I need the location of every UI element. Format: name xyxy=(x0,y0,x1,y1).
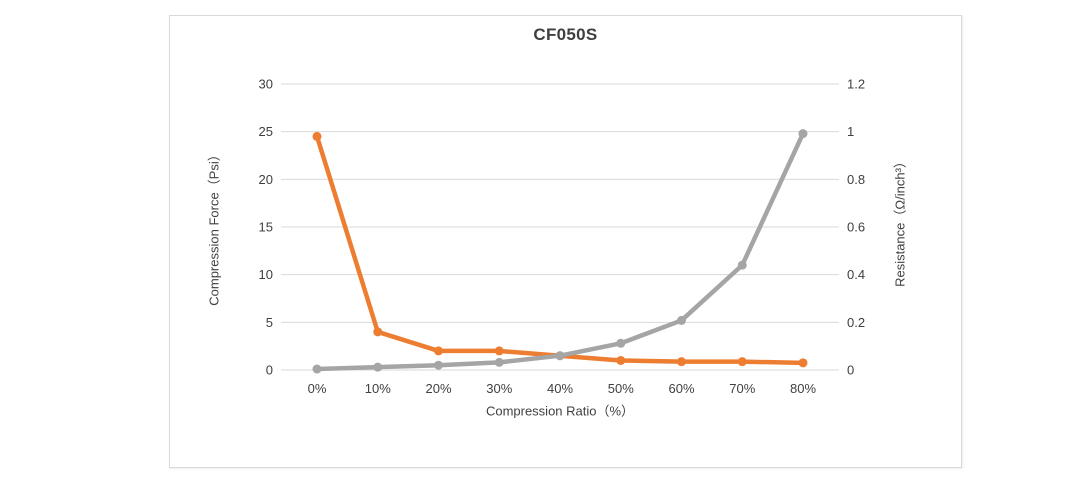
x-tick-label: 40% xyxy=(547,381,573,396)
x-tick-label: 0% xyxy=(308,381,327,396)
series-line xyxy=(314,134,806,366)
x-tick-label: 30% xyxy=(486,381,512,396)
data-point xyxy=(737,357,747,367)
y-left-tick-label: 25 xyxy=(259,124,273,139)
data-point xyxy=(494,346,504,356)
y-left-tick-label: 20 xyxy=(259,172,273,187)
x-tick-label: 80% xyxy=(790,381,816,396)
x-tick-label: 10% xyxy=(365,381,391,396)
x-tick-label: 50% xyxy=(608,381,634,396)
data-point xyxy=(312,131,322,141)
y-right-tick-label: 0.6 xyxy=(847,220,865,235)
data-point xyxy=(312,364,322,374)
y-right-tick-label: 1 xyxy=(847,124,854,139)
chart-title: CF050S xyxy=(533,25,598,44)
y-left-tick-label: 10 xyxy=(259,267,273,282)
data-point xyxy=(737,260,747,270)
data-point xyxy=(616,338,626,348)
data-point xyxy=(677,357,686,367)
y-right-tick-label: 1.2 xyxy=(847,77,865,92)
plot-area: 0 5 10 15 20 25 30 0 0.2 0.4 0.6 0.8 1 1.2 0% 10% 20% 30%… xyxy=(259,77,866,397)
data-point xyxy=(373,362,383,372)
y-left-tick-label: 0 xyxy=(266,363,273,378)
chart-container: CF050S Compression Force（Psi） Resistance… xyxy=(169,15,962,468)
data-point xyxy=(677,315,686,325)
x-tick-label: 70% xyxy=(729,381,755,396)
data-point xyxy=(798,129,808,139)
y-left-tick-label: 15 xyxy=(259,220,273,235)
y-right-tick-label: 0.4 xyxy=(847,267,865,282)
x-axis-title: Compression Ratio（%） xyxy=(485,403,635,419)
data-point xyxy=(494,357,504,367)
data-point xyxy=(434,360,443,370)
y-right-tick-label: 0.8 xyxy=(847,172,865,187)
x-tick-label: 60% xyxy=(668,381,694,396)
data-point xyxy=(373,327,383,337)
y-left-tick-label: 5 xyxy=(266,315,273,330)
data-point xyxy=(616,355,626,365)
data-point xyxy=(555,351,565,361)
y-right-tick-label: 0 xyxy=(847,363,854,378)
data-point xyxy=(434,346,443,356)
x-tick-label: 20% xyxy=(425,381,451,396)
y-left-tick-label: 30 xyxy=(259,77,273,92)
data-point xyxy=(798,358,808,368)
y-right-tick-label: 0.2 xyxy=(847,315,865,330)
